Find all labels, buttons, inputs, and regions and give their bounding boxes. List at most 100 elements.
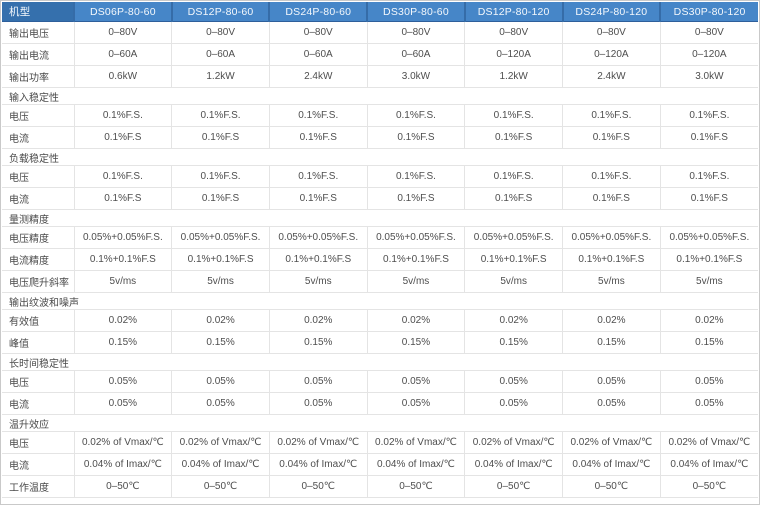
spec-cell: 5v/ms bbox=[73, 270, 173, 293]
spec-cell: 0.04% of Imax/℃ bbox=[366, 453, 466, 476]
spec-cell: 0.15% bbox=[171, 331, 270, 354]
spec-cell: 0.6kW bbox=[73, 65, 173, 88]
spec-cell: 0.02% of Vmax/℃ bbox=[366, 431, 466, 454]
spec-cell: 0.1%F.S. bbox=[366, 104, 466, 127]
spec-cell: 0.02% of Vmax/℃ bbox=[171, 431, 270, 454]
spec-row: 输出电压 0–80V 0–80V 0–80V 0–80V 0–80V 0–80V 0–80V bbox=[2, 21, 758, 44]
spec-cell: 0.05% bbox=[366, 370, 466, 393]
spec-cell: 0.05% bbox=[268, 370, 368, 393]
spec-cell: 0.05% bbox=[562, 370, 661, 393]
spec-cell: 0.02% of Vmax/℃ bbox=[73, 431, 173, 454]
row-label: 电流 bbox=[2, 453, 75, 476]
model-header: DS30P-80-60 bbox=[366, 2, 465, 22]
spec-cell: 0.04% of Imax/℃ bbox=[268, 453, 368, 476]
spec-cell: 0–80V bbox=[171, 21, 270, 44]
section-row: 输出纹波和噪声 bbox=[2, 292, 758, 310]
row-label: 输出功率 bbox=[2, 65, 75, 88]
spec-cell: 0–50℃ bbox=[268, 475, 368, 498]
spec-cell: 0–80V bbox=[268, 21, 368, 44]
spec-row: 电流精度 0.1%+0.1%F.S 0.1%+0.1%F.S 0.1%+0.1%F.S… bbox=[2, 248, 758, 271]
spec-cell: 0.04% of Imax/℃ bbox=[464, 453, 564, 476]
section-row: 温升效应 bbox=[2, 414, 758, 432]
spec-cell: 0.15% bbox=[73, 331, 173, 354]
section-label: 负载稳定性 bbox=[2, 148, 758, 166]
spec-cell: 0.1%+0.1%F.S bbox=[171, 248, 270, 271]
spec-row: 电流 0.05% 0.05% 0.05% 0.05% 0.05% 0.05% 0.05% bbox=[2, 392, 758, 415]
spec-cell: 0.04% of Imax/℃ bbox=[73, 453, 173, 476]
spec-cell: 0.15% bbox=[366, 331, 466, 354]
spec-cell: 1.2kW bbox=[464, 65, 564, 88]
spec-row: 输出功率 0.6kW 1.2kW 2.4kW 3.0kW 1.2kW 2.4kW 3.0kW bbox=[2, 65, 758, 88]
spec-cell: 0.1%F.S bbox=[268, 126, 368, 149]
spec-cell: 0.05% bbox=[464, 370, 564, 393]
row-label: 峰值 bbox=[2, 331, 75, 354]
spec-table: 机型 DS06P-80-60 DS12P-80-60 DS24P-80-60 DS30… bbox=[2, 2, 758, 498]
row-label: 电压 bbox=[2, 431, 75, 454]
spec-cell: 0.15% bbox=[659, 331, 758, 354]
spec-row: 电流 0.1%F.S 0.1%F.S 0.1%F.S 0.1%F.S 0.1%F.S 0.1… bbox=[2, 126, 758, 149]
spec-cell: 2.4kW bbox=[562, 65, 661, 88]
spec-cell: 0.1%+0.1%F.S bbox=[73, 248, 173, 271]
spec-cell: 0.05% bbox=[73, 392, 173, 415]
spec-row: 电压 0.1%F.S. 0.1%F.S. 0.1%F.S. 0.1%F.S. 0.1%F.… bbox=[2, 104, 758, 127]
spec-cell: 0.1%F.S bbox=[464, 187, 564, 210]
spec-cell: 0.05%+0.05%F.S. bbox=[659, 226, 758, 249]
spec-cell: 0–120A bbox=[464, 43, 564, 66]
row-label: 电压爬升斜率 bbox=[2, 270, 75, 293]
spec-cell: 0.1%F.S bbox=[464, 126, 564, 149]
spec-cell: 0–80V bbox=[562, 21, 661, 44]
spec-cell: 0–60A bbox=[268, 43, 368, 66]
section-row: 负载稳定性 bbox=[2, 148, 758, 166]
spec-cell: 5v/ms bbox=[562, 270, 661, 293]
spec-cell: 0.05% bbox=[268, 392, 368, 415]
spec-cell: 0.1%F.S. bbox=[464, 165, 564, 188]
spec-row: 电压 0.1%F.S. 0.1%F.S. 0.1%F.S. 0.1%F.S. 0.1%F.… bbox=[2, 165, 758, 188]
spec-cell: 3.0kW bbox=[659, 65, 758, 88]
spec-cell: 0.05% bbox=[73, 370, 173, 393]
spec-cell: 0.1%F.S. bbox=[366, 165, 466, 188]
spec-cell: 0–50℃ bbox=[464, 475, 564, 498]
spec-cell: 0–120A bbox=[659, 43, 758, 66]
spec-cell: 0.1%F.S. bbox=[659, 104, 758, 127]
spec-cell: 0.15% bbox=[562, 331, 661, 354]
spec-cell: 0–60A bbox=[366, 43, 466, 66]
spec-cell: 0–80V bbox=[464, 21, 564, 44]
spec-cell: 0.05% bbox=[659, 370, 758, 393]
spec-cell: 0–50℃ bbox=[562, 475, 661, 498]
spec-cell: 0.1%F.S. bbox=[464, 104, 564, 127]
row-label: 电压 bbox=[2, 165, 75, 188]
row-label: 有效值 bbox=[2, 309, 75, 332]
spec-cell: 0.1%F.S bbox=[659, 187, 758, 210]
spec-cell: 0.1%F.S. bbox=[562, 104, 661, 127]
spec-cell: 0.1%+0.1%F.S bbox=[464, 248, 564, 271]
spec-cell: 0.02% of Vmax/℃ bbox=[562, 431, 661, 454]
spec-cell: 0.1%F.S. bbox=[73, 165, 173, 188]
spec-row: 有效值 0.02% 0.02% 0.02% 0.02% 0.02% 0.02% 0.02% bbox=[2, 309, 758, 332]
row-label: 电流 bbox=[2, 187, 75, 210]
spec-cell: 0.05%+0.05%F.S. bbox=[562, 226, 661, 249]
spec-cell: 0.05% bbox=[171, 392, 270, 415]
spec-cell: 0–50℃ bbox=[171, 475, 270, 498]
spec-cell: 0.1%+0.1%F.S bbox=[562, 248, 661, 271]
spec-cell: 0.02% bbox=[366, 309, 466, 332]
spec-cell: 0.05% bbox=[366, 392, 466, 415]
spec-cell: 0.1%F.S bbox=[562, 187, 661, 210]
spec-cell: 0–50℃ bbox=[73, 475, 173, 498]
spec-cell: 0–50℃ bbox=[366, 475, 466, 498]
spec-cell: 0–60A bbox=[171, 43, 270, 66]
spec-cell: 0–80V bbox=[659, 21, 758, 44]
spec-cell: 5v/ms bbox=[366, 270, 466, 293]
row-label: 电压 bbox=[2, 104, 75, 127]
model-header: DS30P-80-120 bbox=[659, 2, 758, 22]
spec-row: 电压爬升斜率 5v/ms 5v/ms 5v/ms 5v/ms 5v/ms 5v/ms 5v/m… bbox=[2, 270, 758, 293]
spec-cell: 0.1%F.S bbox=[366, 126, 466, 149]
spec-cell: 0.1%F.S bbox=[171, 187, 270, 210]
spec-cell: 0.02% of Vmax/℃ bbox=[268, 431, 368, 454]
spec-row: 电压精度 0.05%+0.05%F.S. 0.05%+0.05%F.S. 0.05%+… bbox=[2, 226, 758, 249]
spec-row: 电压 0.05% 0.05% 0.05% 0.05% 0.05% 0.05% 0.05% bbox=[2, 370, 758, 393]
spec-cell: 5v/ms bbox=[659, 270, 758, 293]
spec-cell: 0.04% of Imax/℃ bbox=[659, 453, 758, 476]
spec-cell: 0.05% bbox=[562, 392, 661, 415]
section-label: 温升效应 bbox=[2, 414, 758, 432]
